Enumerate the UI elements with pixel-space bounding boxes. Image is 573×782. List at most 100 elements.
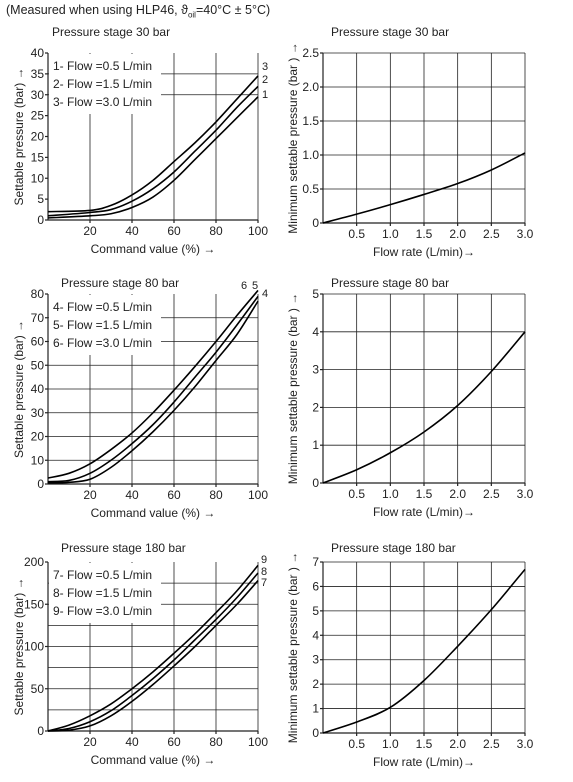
series-line-3: [47, 75, 259, 213]
series-line-4: [47, 300, 259, 484]
x-tick-label: 2.5: [483, 737, 500, 751]
y-axis-label: Minimum settable pressure (bar ) →: [286, 552, 300, 743]
y-tick-label: 150: [24, 597, 44, 611]
y-tick-label: 10: [31, 453, 45, 467]
y-tick-label: 2.5: [302, 46, 319, 60]
x-tick-label: 20: [83, 224, 97, 238]
y-tick-label: 4: [312, 325, 319, 339]
y-tick-label: 6: [312, 579, 319, 593]
y-tick-label: 35: [31, 67, 45, 81]
series-label-8: 8: [261, 566, 267, 578]
chart-c30b: Pressure stage 30 bar 0 0.5 1.0 1.5 2.0 2.5 0.5…: [286, 25, 534, 259]
series-line: [322, 568, 526, 734]
y-tick-label: 15: [31, 150, 45, 164]
legend-entry: 4- Flow =0.5 L/min: [53, 300, 152, 314]
measurement-conditions-note: (Measured when using HLP46, ϑoil=40°C ± …: [6, 3, 270, 20]
chart-c30a: Pressure stage 30 bar 0 5 10 15 20 25 30 35 40 20 4…: [12, 25, 268, 256]
chart-c80b: Pressure stage 80 bar 0 1 2 3 4 5 0.5 1.0 1.5 2.0 2…: [286, 276, 534, 519]
y-tick-label: 25: [31, 109, 45, 123]
y-axis-label: Settable pressure (bar) →: [12, 577, 26, 715]
y-tick-label: 1: [312, 702, 319, 716]
x-tick-label: 40: [125, 224, 139, 238]
series-label-1: 1: [262, 89, 268, 101]
x-tick-label: 1.5: [416, 487, 433, 501]
series-label-3: 3: [262, 61, 268, 73]
y-tick-label: 0: [312, 476, 319, 490]
x-tick-label: 2.0: [449, 487, 466, 501]
series-line-7: [47, 580, 259, 732]
series-line-5: [47, 295, 259, 483]
x-tick-label: 60: [167, 735, 181, 749]
legend-entry: 9- Flow =3.0 L/min: [53, 604, 152, 618]
chart-title: Pressure stage 180 bar: [331, 541, 456, 555]
x-tick-label: 20: [83, 735, 97, 749]
series-label-9: 9: [261, 554, 267, 566]
x-tick-label: 60: [167, 488, 181, 502]
x-tick-label: 80: [209, 488, 223, 502]
theta-symbol: ϑ: [181, 3, 188, 17]
y-tick-label: 40: [31, 382, 45, 396]
x-tick-label: 1.5: [416, 737, 433, 751]
x-axis-label: Flow rate (L/min)→: [373, 245, 475, 259]
header-prefix: (Measured when using HLP46,: [6, 3, 182, 17]
y-tick-label: 3: [312, 653, 319, 667]
oil-subscript: oil: [187, 10, 196, 20]
y-tick-label: 2: [312, 677, 319, 691]
series-line-6: [47, 289, 259, 479]
series-line: [322, 331, 526, 484]
y-tick-label: 20: [31, 130, 45, 144]
y-tick-label: 70: [31, 311, 45, 325]
x-tick-label: 80: [209, 735, 223, 749]
legend-entry: 3- Flow =3.0 L/min: [53, 95, 152, 109]
x-axis-label: Command value (%) →: [91, 753, 216, 767]
series-line-2: [47, 85, 259, 217]
x-tick-label: 100: [248, 488, 268, 502]
chart-title: Pressure stage 80 bar: [61, 276, 179, 290]
y-tick-label: 5: [312, 287, 319, 301]
series-line-1: [47, 96, 259, 219]
series-label-2: 2: [262, 74, 268, 86]
x-tick-label: 0.5: [348, 487, 365, 501]
y-tick-label: 0: [37, 213, 44, 227]
series-line-9: [47, 564, 259, 732]
y-tick-label: 2: [312, 400, 319, 414]
y-axis-label: Minimum settable pressure (bar ) →: [286, 42, 300, 233]
x-tick-label: 1.0: [382, 487, 399, 501]
x-tick-label: 0.5: [348, 737, 365, 751]
legend-box: [49, 54, 161, 114]
chart-c180a: Pressure stage 180 bar 0 50 100 150 200 20 40 60…: [12, 541, 268, 767]
y-tick-label: 50: [31, 358, 45, 372]
y-tick-label: 200: [24, 555, 44, 569]
y-tick-label: 100: [24, 640, 44, 654]
x-tick-label: 20: [83, 488, 97, 502]
y-axis-label: Minimum settable pressure (bar ) →: [286, 293, 300, 484]
x-tick-label: 2.0: [449, 737, 466, 751]
header-suffix: =40°C ± 5°C): [195, 3, 271, 17]
y-tick-label: 5: [37, 192, 44, 206]
y-tick-label: 0: [37, 724, 44, 738]
chart-c180b: Pressure stage 180 bar 0 1 2 3 4 5 6 7 0.5 1.0 1.5 2…: [286, 541, 534, 769]
x-tick-label: 60: [167, 224, 181, 238]
legend-entry: 6- Flow =3.0 L/min: [53, 336, 152, 350]
x-tick-label: 80: [209, 224, 223, 238]
legend-box: [49, 563, 161, 623]
series-line: [322, 152, 526, 224]
x-tick-label: 100: [248, 735, 268, 749]
x-tick-label: 40: [125, 735, 139, 749]
y-tick-label: 7: [312, 555, 319, 569]
y-tick-label: 0: [312, 216, 319, 230]
y-tick-label: 1: [312, 438, 319, 452]
series-label-6: 6: [241, 280, 247, 292]
chart-c80a: Pressure stage 80 bar 0 10 20 30 40 50 60 70 80 20…: [12, 276, 268, 520]
y-tick-label: 0.5: [302, 182, 319, 196]
x-axis-label: Command value (%) →: [91, 506, 216, 520]
y-axis-label: Settable pressure (bar) →: [12, 67, 26, 205]
chart-title: Pressure stage 180 bar: [61, 541, 186, 555]
x-tick-label: 1.0: [382, 737, 399, 751]
y-tick-label: 1.0: [302, 148, 319, 162]
chart-title: Pressure stage 30 bar: [331, 25, 449, 39]
legend-entry: 8- Flow =1.5 L/min: [53, 586, 152, 600]
series-label-5: 5: [252, 280, 258, 292]
legend-entry: 5- Flow =1.5 L/min: [53, 318, 152, 332]
